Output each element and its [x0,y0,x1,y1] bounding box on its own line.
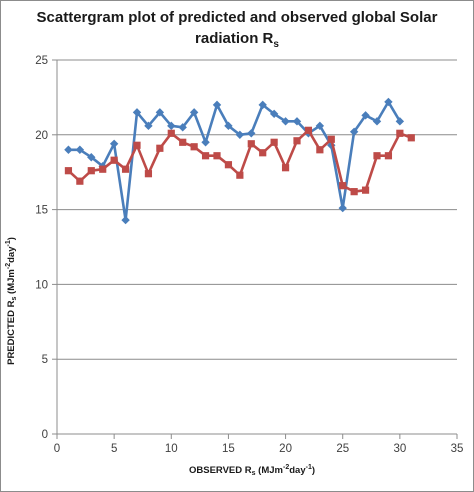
series-1-point [109,139,119,148]
series-1-point [315,121,325,131]
y-tick-label: 25 [35,55,48,67]
y-tick-label: 0 [42,429,48,441]
y-tick-label: 20 [35,130,48,142]
series-2-point [167,129,175,137]
series-1-point [247,129,256,138]
series-2 [64,126,415,196]
series-2-point [190,143,198,151]
series-2-point [293,137,301,145]
series-1-point [155,108,165,117]
series-2-point [350,188,358,196]
series-2-point [99,165,107,173]
series-1-point [258,100,267,110]
series-1-point [372,117,382,126]
series-1-point [75,145,85,154]
series-2-point [64,167,73,175]
series-2-point [156,144,164,152]
y-tick-label: 15 [35,205,48,217]
series-2-point [76,177,84,185]
series-2-point [373,152,381,160]
series-1-point [327,141,336,150]
series-1-point [132,108,142,117]
chart-title-subscript: s [273,39,279,50]
y-tick-label: 5 [42,354,48,366]
x-tick-label: 5 [111,443,117,455]
series-2-point [384,152,393,160]
x-tick-label: 30 [393,443,406,455]
series-1-point [189,108,199,117]
y-axis-label: PREDICTED Rs (MJm-2day-1) [5,237,18,365]
chart-title-tail: radiation R [195,30,274,47]
series-2-point [259,149,267,157]
series-2-point [316,146,324,154]
series-2-point [87,167,95,175]
x-tick-label: 25 [336,443,349,455]
series-1-point [235,130,245,139]
series-2-point [247,140,255,148]
x-tick-label: 35 [451,443,464,455]
x-tick-label: 0 [54,443,60,455]
series-2-point [270,138,278,146]
chart-title-line-1: Scattergram plot of predicted and observ… [36,9,438,26]
series-1-point [269,109,279,119]
y-tick-labels: 0 5 10 15 20 25 [35,55,57,441]
series-1-point [349,127,359,137]
series-2-point [327,135,335,143]
series-2-point [201,152,210,160]
series-1-point [87,153,96,162]
series-1-point [167,121,176,131]
series-1-line [68,100,402,222]
x-tick-labels: 0 5 10 15 20 25 30 35 [54,434,464,455]
series-2-point [281,164,290,172]
series-2-point [110,156,118,164]
series-2-point [179,138,187,146]
series-2-point [339,182,347,190]
x-tick-label: 10 [165,443,178,455]
series-1-point [212,100,222,110]
series-2-point [121,165,130,173]
series-1-point [361,111,370,120]
data-series [64,97,415,225]
x-axis-label: OBSERVED Rs (MJm-2day-1) [189,464,315,477]
x-tick-label: 15 [222,443,235,455]
chart-title-line-2: radiation Rs [0,30,474,50]
series-1-point [144,121,153,131]
series-2-point [304,126,313,134]
series-1-point [384,97,393,107]
series-1-point [395,117,405,126]
series-1-point [121,215,130,225]
y-tick-label: 10 [35,279,48,291]
series-2-point [236,171,244,179]
series-1-point [292,117,302,126]
x-tick-label: 20 [279,443,292,455]
gridlines [57,59,457,360]
series-2-point [361,186,370,194]
series-2-point [396,129,404,137]
series-2-point [133,141,141,149]
series-2-point [407,134,415,142]
series-2-point [224,161,233,169]
series-1 [64,97,405,225]
series-2-point [213,152,221,160]
series-1-point [224,121,233,131]
series-2-point [144,170,153,178]
series-1-point [64,145,73,154]
series-1-point [178,123,187,132]
axes [56,60,457,435]
series-1-point [281,117,290,126]
series-1-point [338,203,347,213]
series-1-point [201,138,210,147]
